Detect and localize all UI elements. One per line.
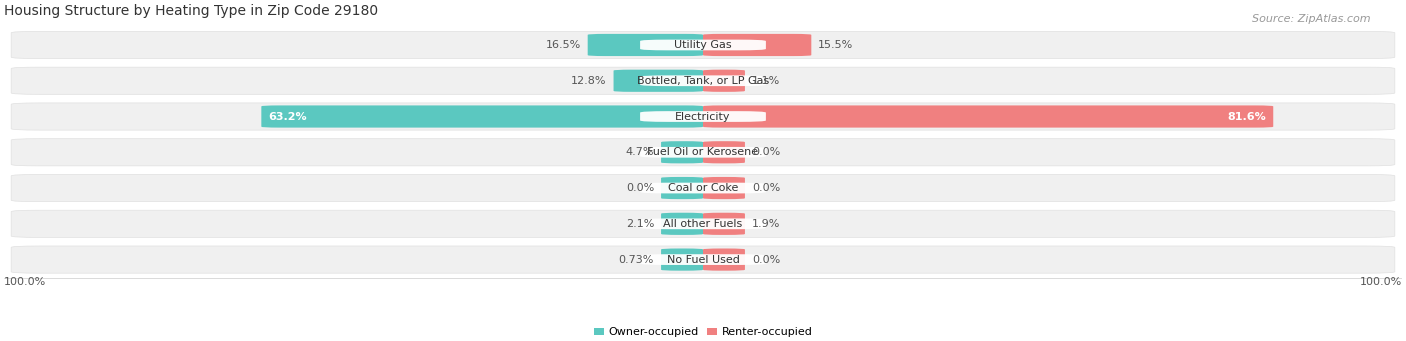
Legend: Owner-occupied, Renter-occupied: Owner-occupied, Renter-occupied	[593, 327, 813, 337]
FancyBboxPatch shape	[11, 31, 1395, 59]
Text: 15.5%: 15.5%	[818, 40, 853, 50]
Text: 0.0%: 0.0%	[752, 255, 780, 265]
Text: 81.6%: 81.6%	[1227, 112, 1267, 121]
FancyBboxPatch shape	[640, 183, 766, 193]
Text: 100.0%: 100.0%	[1360, 277, 1402, 287]
FancyBboxPatch shape	[640, 219, 766, 229]
FancyBboxPatch shape	[703, 141, 745, 163]
Text: 16.5%: 16.5%	[546, 40, 581, 50]
Text: All other Fuels: All other Fuels	[664, 219, 742, 229]
Text: No Fuel Used: No Fuel Used	[666, 255, 740, 265]
FancyBboxPatch shape	[11, 103, 1395, 130]
Text: 0.0%: 0.0%	[752, 147, 780, 157]
FancyBboxPatch shape	[11, 246, 1395, 273]
Text: 12.8%: 12.8%	[571, 76, 606, 86]
Text: Electricity: Electricity	[675, 112, 731, 121]
FancyBboxPatch shape	[588, 34, 703, 56]
FancyBboxPatch shape	[661, 177, 703, 199]
FancyBboxPatch shape	[703, 177, 745, 199]
Text: Coal or Coke: Coal or Coke	[668, 183, 738, 193]
FancyBboxPatch shape	[640, 75, 766, 86]
FancyBboxPatch shape	[11, 210, 1395, 237]
FancyBboxPatch shape	[262, 105, 703, 128]
Text: 1.9%: 1.9%	[752, 219, 780, 229]
Text: Bottled, Tank, or LP Gas: Bottled, Tank, or LP Gas	[637, 76, 769, 86]
Text: 2.1%: 2.1%	[626, 219, 654, 229]
FancyBboxPatch shape	[640, 111, 766, 122]
FancyBboxPatch shape	[703, 249, 745, 271]
FancyBboxPatch shape	[703, 105, 1274, 128]
FancyBboxPatch shape	[703, 213, 745, 235]
FancyBboxPatch shape	[703, 34, 811, 56]
FancyBboxPatch shape	[703, 70, 745, 92]
Text: 0.0%: 0.0%	[626, 183, 654, 193]
Text: 63.2%: 63.2%	[269, 112, 307, 121]
Text: Housing Structure by Heating Type in Zip Code 29180: Housing Structure by Heating Type in Zip…	[4, 4, 378, 18]
FancyBboxPatch shape	[640, 254, 766, 265]
FancyBboxPatch shape	[640, 40, 766, 50]
Text: 4.7%: 4.7%	[626, 147, 654, 157]
Text: 0.0%: 0.0%	[752, 183, 780, 193]
Text: Utility Gas: Utility Gas	[675, 40, 731, 50]
FancyBboxPatch shape	[11, 67, 1395, 94]
Text: Source: ZipAtlas.com: Source: ZipAtlas.com	[1253, 14, 1371, 24]
FancyBboxPatch shape	[661, 213, 703, 235]
Text: Fuel Oil or Kerosene: Fuel Oil or Kerosene	[647, 147, 759, 157]
Text: 0.73%: 0.73%	[619, 255, 654, 265]
FancyBboxPatch shape	[613, 70, 703, 92]
Text: 1.1%: 1.1%	[752, 76, 780, 86]
FancyBboxPatch shape	[661, 249, 703, 271]
FancyBboxPatch shape	[661, 141, 703, 163]
FancyBboxPatch shape	[11, 139, 1395, 166]
Text: 100.0%: 100.0%	[4, 277, 46, 287]
FancyBboxPatch shape	[640, 147, 766, 158]
FancyBboxPatch shape	[11, 175, 1395, 202]
